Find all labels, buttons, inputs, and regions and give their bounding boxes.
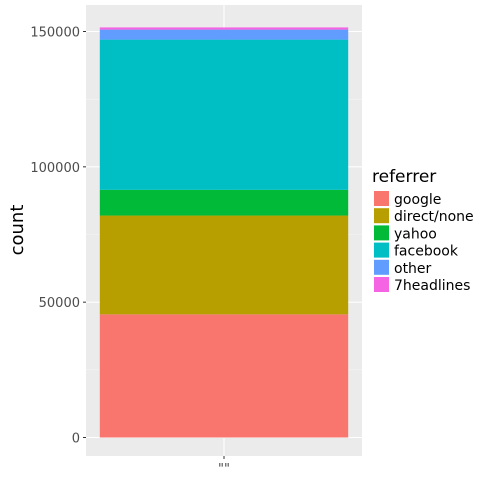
y-axis-title: count <box>7 205 28 256</box>
bar-segment-facebook <box>99 39 349 190</box>
legend-label: other <box>394 261 432 277</box>
y-tick-label: 150000 <box>30 26 80 41</box>
bar-segment-direct-none <box>99 215 349 315</box>
x-axis-ticks: "" <box>218 456 230 477</box>
y-axis-ticks: 0 50000 100000 150000 <box>30 26 86 447</box>
legend-key <box>374 277 389 292</box>
legend-key <box>374 259 389 275</box>
legend-label: google <box>394 192 441 208</box>
legend-key <box>374 208 389 224</box>
legend-key <box>374 191 389 206</box>
legend-label: 7headlines <box>394 278 470 294</box>
bar-segments <box>99 27 349 438</box>
y-tick-label: 0 <box>72 432 80 447</box>
bar-segment-yahoo <box>99 189 349 216</box>
x-tick-label: "" <box>218 462 230 477</box>
legend-label: facebook <box>394 244 459 260</box>
y-tick-label: 100000 <box>30 161 80 176</box>
bar-segment-other <box>99 29 349 40</box>
bar-segment-google <box>99 314 349 438</box>
legend-label: yahoo <box>394 226 437 242</box>
y-tick-label: 50000 <box>39 296 80 311</box>
bar-segment-7headlines <box>99 27 349 30</box>
legend-key <box>374 225 389 241</box>
legend-title: referrer <box>372 167 436 187</box>
legend-label: direct/none <box>394 209 474 225</box>
legend-key <box>374 242 389 258</box>
